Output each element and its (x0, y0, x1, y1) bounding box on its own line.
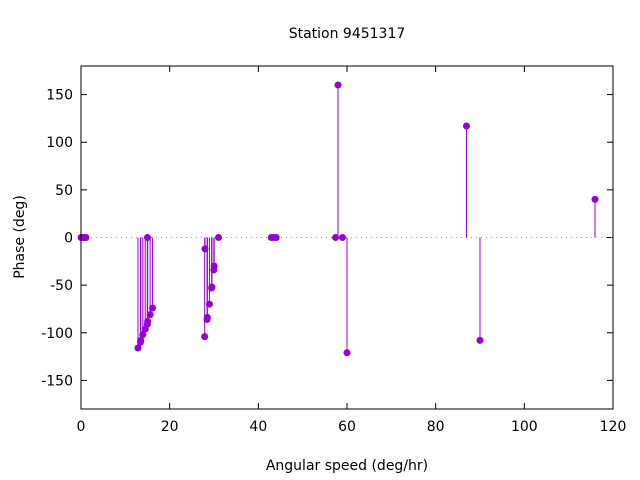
data-point (343, 349, 351, 357)
x-tick-label: 0 (77, 419, 86, 435)
data-point (210, 262, 218, 270)
data-point (334, 81, 342, 89)
data-point (146, 311, 154, 319)
data-point (205, 300, 213, 308)
x-tick-label: 60 (338, 419, 356, 435)
data-point (332, 234, 340, 241)
y-axis-label: Phase (deg) (12, 195, 28, 279)
x-axis-label: Angular speed (deg/hr) (266, 458, 428, 474)
x-tick-label: 120 (600, 419, 627, 435)
y-tick-label: 50 (55, 183, 73, 199)
x-tick-label: 20 (161, 419, 179, 435)
data-point (203, 314, 211, 322)
data-point (137, 336, 145, 344)
data-point (462, 122, 470, 130)
y-tick-label: 0 (64, 231, 73, 247)
data-point (215, 234, 223, 241)
data-point (201, 333, 209, 341)
x-tick-label: 40 (249, 419, 267, 435)
axes: 0 20 40 60 80 100 120 -150 -100 -50 0 50 100 150 (41, 66, 626, 435)
data-point (149, 304, 157, 312)
chart-title: Station 9451317 (289, 26, 406, 42)
data-point (338, 234, 346, 241)
data-point (208, 283, 216, 291)
plot-frame (80, 65, 614, 410)
data-point (139, 331, 147, 339)
data-point (144, 317, 152, 325)
data-point (82, 234, 90, 241)
y-tick-label: -50 (50, 278, 73, 294)
x-tick-label: 80 (427, 419, 445, 435)
y-tick-label: -100 (41, 326, 73, 342)
x-tick-label: 100 (511, 419, 538, 435)
data-point (272, 234, 280, 241)
y-tick-label: -150 (41, 373, 73, 389)
data-point (591, 195, 599, 203)
data-point (476, 336, 484, 344)
y-tick-label: 150 (46, 88, 73, 104)
data-marks (77, 81, 599, 357)
data-point (134, 344, 142, 352)
y-tick-label: 100 (46, 135, 73, 151)
